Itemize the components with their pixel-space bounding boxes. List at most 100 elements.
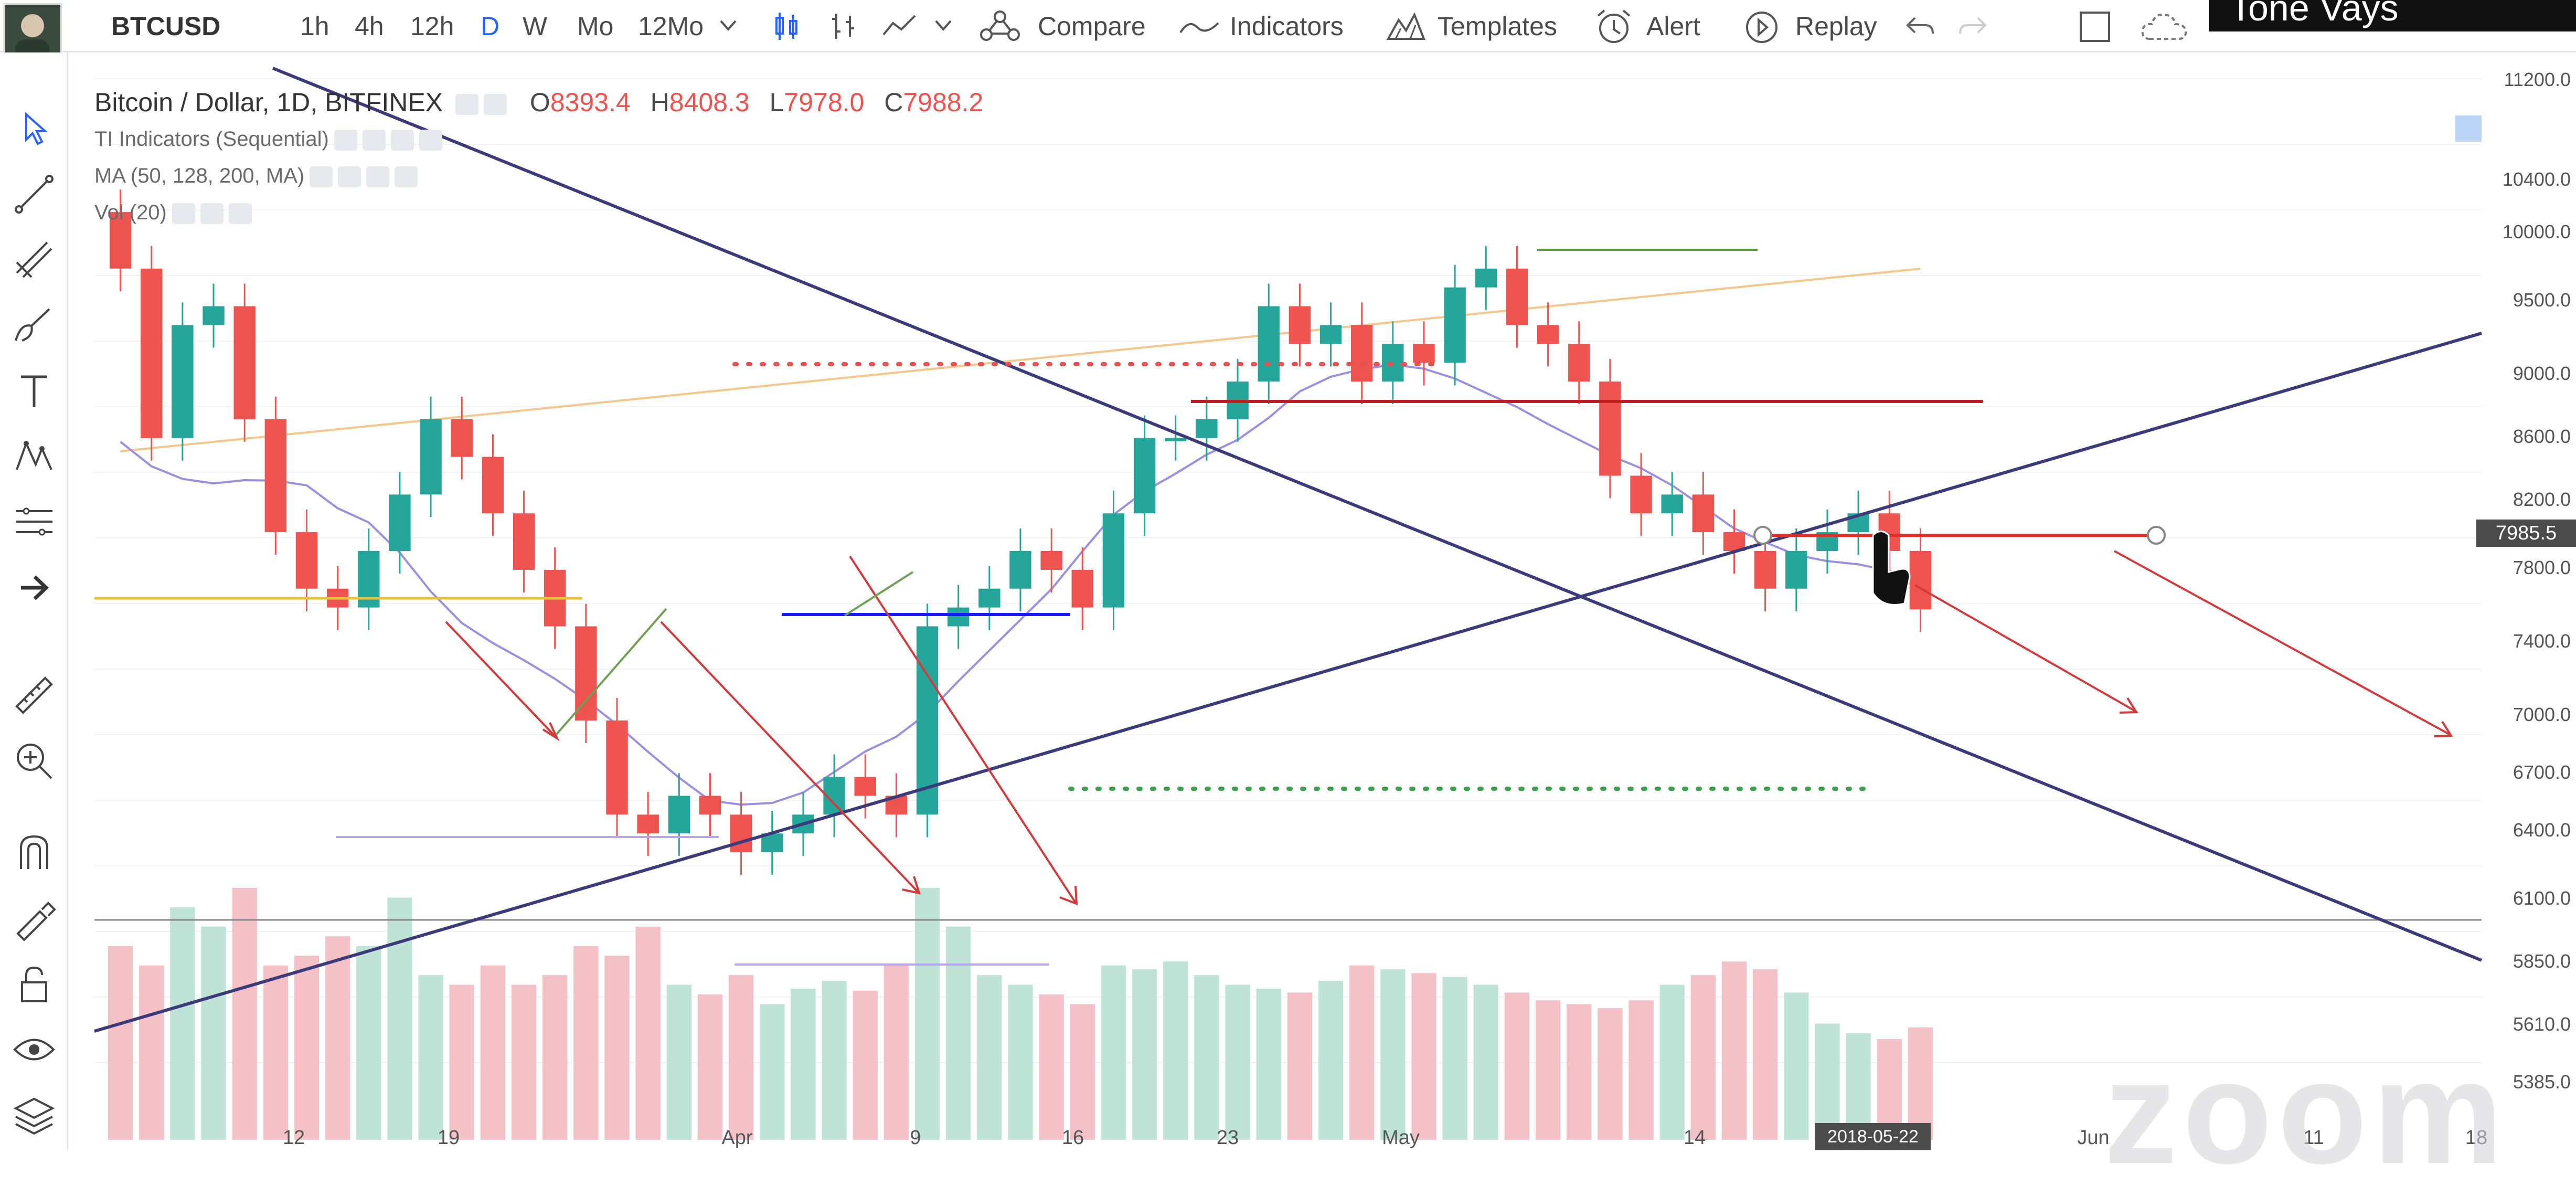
- interval-12h[interactable]: 12h: [410, 12, 454, 41]
- volume-bar: [604, 956, 630, 1140]
- interval-1h[interactable]: 1h: [300, 12, 329, 41]
- uptrend-line[interactable]: [94, 332, 2482, 1033]
- interval-12mo[interactable]: 12Mo: [638, 12, 704, 41]
- arrow-right-icon[interactable]: [10, 564, 58, 611]
- candle-body: [1165, 438, 1187, 441]
- user-avatar[interactable]: [3, 3, 62, 62]
- candles-icon[interactable]: [771, 10, 803, 42]
- chevron-down-icon[interactable]: [719, 18, 738, 34]
- time-axis-label: 12: [283, 1127, 305, 1149]
- line-chart-icon[interactable]: [881, 10, 918, 42]
- fib-retracement-icon[interactable]: [10, 499, 58, 546]
- bars-icon[interactable]: [829, 10, 860, 42]
- candle-body: [295, 532, 318, 589]
- price-axis-label: 10000.0: [2503, 221, 2571, 242]
- candle-body: [1444, 287, 1466, 363]
- price-axis-label: 8200.0: [2513, 489, 2571, 510]
- volume-bar: [977, 975, 1002, 1140]
- volume-bar: [1101, 965, 1126, 1140]
- candle-body: [668, 796, 690, 834]
- indicator-row-volume[interactable]: Vol (20): [94, 194, 983, 231]
- line-handle[interactable]: [1753, 526, 1772, 545]
- volume-bar: [1784, 992, 1809, 1140]
- volume-bar: [1846, 1033, 1871, 1140]
- candle-body: [1196, 419, 1218, 438]
- lock-drawings-icon[interactable]: [10, 895, 58, 942]
- volume-bar: [1567, 1004, 1592, 1140]
- text-icon[interactable]: [10, 367, 58, 415]
- pattern-icon[interactable]: [10, 433, 58, 480]
- magnet-icon[interactable]: [10, 829, 58, 876]
- candle-body: [1350, 325, 1373, 382]
- interval-d[interactable]: D: [481, 12, 500, 41]
- price-axis-label: 5385.0: [2513, 1071, 2571, 1093]
- candle-body: [606, 720, 628, 815]
- price-axis: 11200.0 10400.0 10000.0 9500.0 9000.0 8600.0 8…: [2503, 69, 2571, 1093]
- templates-icon[interactable]: [1385, 9, 1427, 43]
- undo-icon[interactable]: [1904, 13, 1936, 39]
- top-toolbar: BTCUSD 1h 4h 12h D W Mo 12Mo Compare Ind…: [0, 0, 2576, 62]
- layers-icon[interactable]: [10, 1092, 58, 1139]
- volume-bar: [1132, 969, 1157, 1140]
- ruler-icon[interactable]: [10, 672, 58, 719]
- price-axis-label: 6400.0: [2513, 819, 2571, 841]
- pitchfork-icon[interactable]: [10, 236, 58, 283]
- volume-bar: [542, 975, 568, 1140]
- indicators-icon[interactable]: [1178, 14, 1220, 40]
- price-axis-label: 8600.0: [2513, 426, 2571, 447]
- trend-line-icon[interactable]: [10, 171, 58, 218]
- volume-bar: [449, 984, 474, 1140]
- volume-bar: [1256, 989, 1281, 1140]
- projection-lines: [555, 571, 914, 736]
- volume-bar: [822, 981, 847, 1140]
- candle-body: [1413, 344, 1435, 363]
- alert-button[interactable]: Alert: [1646, 12, 1700, 41]
- replay-button[interactable]: Replay: [1795, 12, 1877, 41]
- time-axis-label: 19: [438, 1127, 460, 1149]
- redo-icon[interactable]: [1957, 13, 1988, 39]
- interval-mo[interactable]: Mo: [577, 12, 614, 41]
- volume-bar: [170, 907, 195, 1140]
- indicator-row-sequential[interactable]: TI Indicators (Sequential): [94, 121, 983, 157]
- compare-button[interactable]: Compare: [1038, 12, 1146, 41]
- alert-icon[interactable]: [1593, 8, 1635, 45]
- presenter-video: Tone Vays: [2209, 0, 2576, 31]
- volume-bar: [1721, 961, 1747, 1140]
- cursor-icon[interactable]: [10, 105, 58, 152]
- volume-bar: [1690, 975, 1716, 1140]
- interval-4h[interactable]: 4h: [355, 12, 384, 41]
- price-axis-label: 5610.0: [2513, 1013, 2571, 1035]
- projection-arrows[interactable]: [445, 550, 2453, 905]
- zoom-in-icon[interactable]: [10, 737, 58, 785]
- candle-body: [1258, 306, 1280, 382]
- chevron-down-icon[interactable]: [934, 18, 953, 34]
- cloud-icon[interactable]: [2141, 9, 2188, 44]
- price-axis-label: 7400.0: [2513, 630, 2571, 652]
- line-handle[interactable]: [2147, 526, 2166, 545]
- indicators-button[interactable]: Indicators: [1230, 12, 1344, 41]
- legend-settings-icon[interactable]: [455, 93, 478, 115]
- volume-bar: [1039, 994, 1064, 1140]
- symbol-search[interactable]: BTCUSD: [111, 12, 221, 41]
- scale-toggle-icon[interactable]: [2455, 115, 2482, 142]
- replay-icon[interactable]: [1742, 8, 1782, 45]
- price-chart[interactable]: 11200.0 10400.0 10000.0 9500.0 9000.0 8600.0 8…: [68, 52, 2576, 1150]
- interval-w[interactable]: W: [523, 12, 548, 41]
- indicator-row-ma[interactable]: MA (50, 128, 200, MA): [94, 157, 983, 194]
- time-marker-tag: 2018-05-22: [1815, 1123, 1931, 1150]
- lock-icon[interactable]: [10, 960, 58, 1008]
- candle-body: [854, 777, 876, 796]
- legend-hide-icon[interactable]: [484, 93, 507, 115]
- eye-icon[interactable]: [10, 1026, 58, 1073]
- volume-bar: [1628, 1000, 1654, 1140]
- volume-bar: [1287, 992, 1313, 1140]
- downtrend-line[interactable]: [272, 67, 2483, 962]
- templates-button[interactable]: Templates: [1438, 12, 1557, 41]
- close-value: 7988.2: [903, 88, 984, 117]
- brush-icon[interactable]: [10, 302, 58, 349]
- compare-icon[interactable]: [979, 9, 1021, 43]
- candle-body: [1754, 551, 1776, 589]
- fullscreen-icon[interactable]: [2078, 9, 2112, 44]
- price-axis-label: 9000.0: [2513, 363, 2571, 384]
- volume-bar: [511, 984, 537, 1140]
